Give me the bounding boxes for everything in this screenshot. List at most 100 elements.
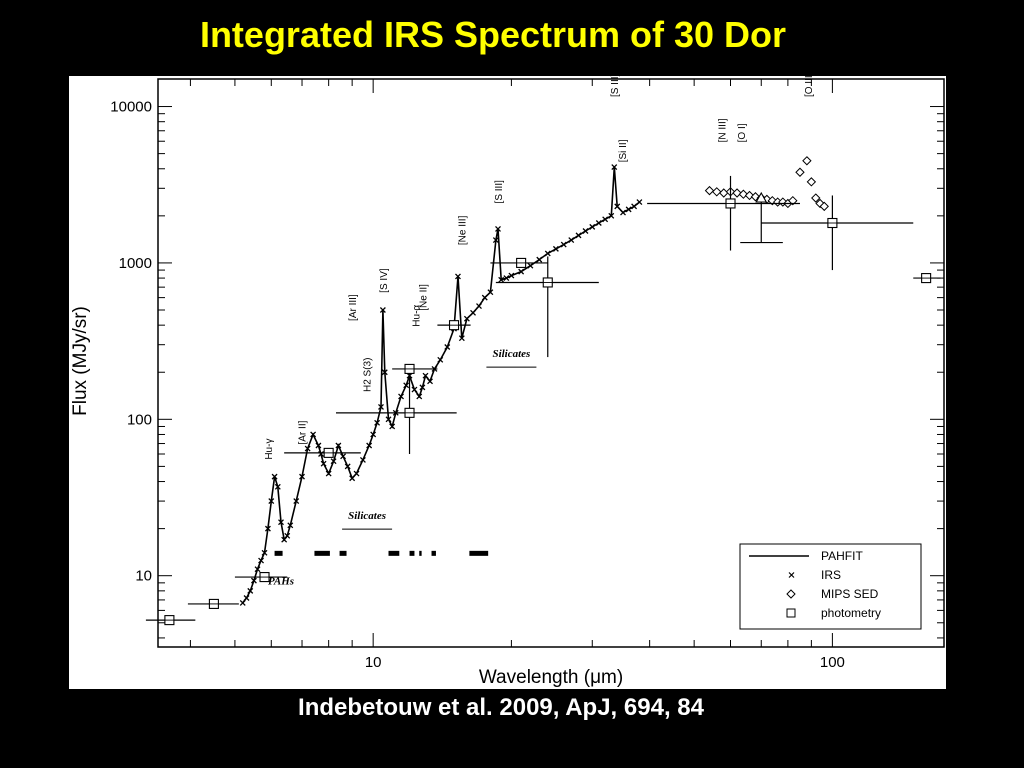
- legend-square-marker: [786, 608, 796, 618]
- band-label: Silicates: [492, 348, 530, 360]
- irs-point: [325, 470, 332, 477]
- irs-point: [487, 289, 494, 296]
- irs-point: [620, 209, 626, 216]
- irs-point: [243, 595, 250, 601]
- band-label: Silicates: [348, 510, 386, 522]
- irs-point: [636, 199, 643, 206]
- mips-point: [806, 177, 817, 187]
- band-bar: [419, 550, 422, 556]
- mips-point: [802, 156, 812, 166]
- irs-point: [268, 498, 275, 505]
- irs-point: [250, 577, 257, 584]
- irs-point: [568, 237, 575, 244]
- irs-point: [320, 460, 327, 467]
- irs-point: [508, 272, 515, 279]
- irs-point: [470, 309, 476, 316]
- legend-entry-label: IRS: [821, 568, 841, 582]
- irs-point: [419, 384, 426, 391]
- irs-point: [293, 498, 300, 505]
- mips-point: [795, 167, 805, 177]
- x-tick-label: 100: [820, 654, 845, 671]
- emission-line-labels: Hu-γ[Ar II][Ar III]H2 S(3)[S IV]Hu-α[Ne …: [264, 76, 815, 587]
- mips-point: [732, 188, 742, 198]
- emission-line-label: [S III]: [494, 180, 505, 204]
- irs-point: [476, 303, 482, 310]
- irs-point: [366, 442, 373, 449]
- emission-line-label: [S IV]: [379, 268, 390, 293]
- irs-point: [492, 237, 499, 244]
- irs-point: [422, 372, 429, 379]
- irs-point: [359, 456, 366, 463]
- irs-point: [370, 431, 377, 438]
- irs-point: [498, 276, 505, 283]
- emission-line-label: [Ar III]: [348, 294, 359, 321]
- emission-line-label: [O III]: [804, 76, 815, 97]
- emission-line-label: [Ar II]: [298, 420, 309, 444]
- x-axis-label: Wavelength (μm): [479, 667, 623, 688]
- irs-point: [385, 416, 392, 423]
- irs-point: [416, 393, 423, 400]
- band-bars: [274, 550, 489, 556]
- band-bar: [409, 550, 415, 556]
- legend: PAHFIT IRS MIPS SED photometry: [739, 543, 922, 630]
- slide-title: Integrated IRS Spectrum of 30 Dor: [199, 14, 787, 55]
- legend-entry-label: photometry: [821, 606, 881, 620]
- emission-line-label: [S III]: [610, 76, 621, 97]
- band-bar: [314, 550, 330, 556]
- y-tick-label: 10000: [110, 99, 152, 116]
- irs-point: [247, 587, 254, 594]
- irs-point: [299, 473, 305, 480]
- irs-point: [287, 522, 294, 529]
- mips-point: [778, 197, 788, 207]
- irs-point: [427, 378, 433, 385]
- spectrum-chart: 10 100 10 100 1000 10000 Hu-γ [Ar II] [Ar III] H…: [70, 76, 945, 688]
- irs-point: [589, 223, 596, 230]
- limit-arrow-head: [755, 191, 768, 203]
- irs-point: [575, 232, 582, 239]
- irs-point: [411, 386, 418, 393]
- irs-point: [379, 307, 386, 313]
- legend-x-marker: [788, 572, 795, 578]
- irs-point: [595, 220, 602, 226]
- band-bar: [431, 550, 436, 556]
- irs-point: [398, 393, 404, 400]
- y-tick-label: 1000: [119, 255, 152, 272]
- y-tick-label: 100: [127, 411, 152, 428]
- irs-point: [481, 294, 488, 301]
- y-tick-label: 10: [135, 568, 152, 585]
- irs-point: [608, 212, 615, 219]
- irs-point: [389, 423, 396, 430]
- emission-line-label: Hu-α: [412, 305, 423, 327]
- legend-entry-label: MIPS SED: [821, 587, 879, 601]
- pahfit-model-line: [242, 167, 640, 604]
- irs-point: [304, 445, 311, 452]
- band-bar: [339, 550, 347, 556]
- irs-point: [258, 557, 265, 564]
- irs-point: [625, 206, 632, 213]
- emission-line-label: [N III]: [717, 118, 728, 142]
- irs-point: [264, 525, 271, 532]
- band-bar: [388, 550, 400, 556]
- x-tick-label: 10: [365, 654, 382, 671]
- irs-point: [614, 203, 621, 210]
- irs-point: [602, 216, 609, 223]
- legend-entry-label: PAHFIT: [821, 549, 863, 563]
- emission-line-label: [O I]: [737, 123, 748, 142]
- irs-point: [254, 566, 261, 573]
- irs-point: [335, 442, 342, 449]
- irs-point: [349, 475, 356, 482]
- irs-point: [381, 369, 388, 376]
- legend-diamond-marker: [786, 589, 796, 599]
- plot-frame: [157, 78, 945, 648]
- irs-point: [261, 549, 268, 556]
- mips-point: [819, 201, 829, 212]
- axis-ticks: 10 100 10 100 1000 10000: [110, 79, 944, 671]
- band-label: PAHs: [268, 575, 294, 587]
- irs-point: [403, 382, 410, 389]
- mips-point: [704, 185, 715, 196]
- mips-point: [750, 192, 761, 202]
- emission-line-label: Hu-γ: [264, 439, 275, 460]
- data-series: [145, 156, 941, 626]
- y-axis-label: Flux (MJy/sr): [70, 306, 91, 416]
- irs-point: [544, 250, 551, 257]
